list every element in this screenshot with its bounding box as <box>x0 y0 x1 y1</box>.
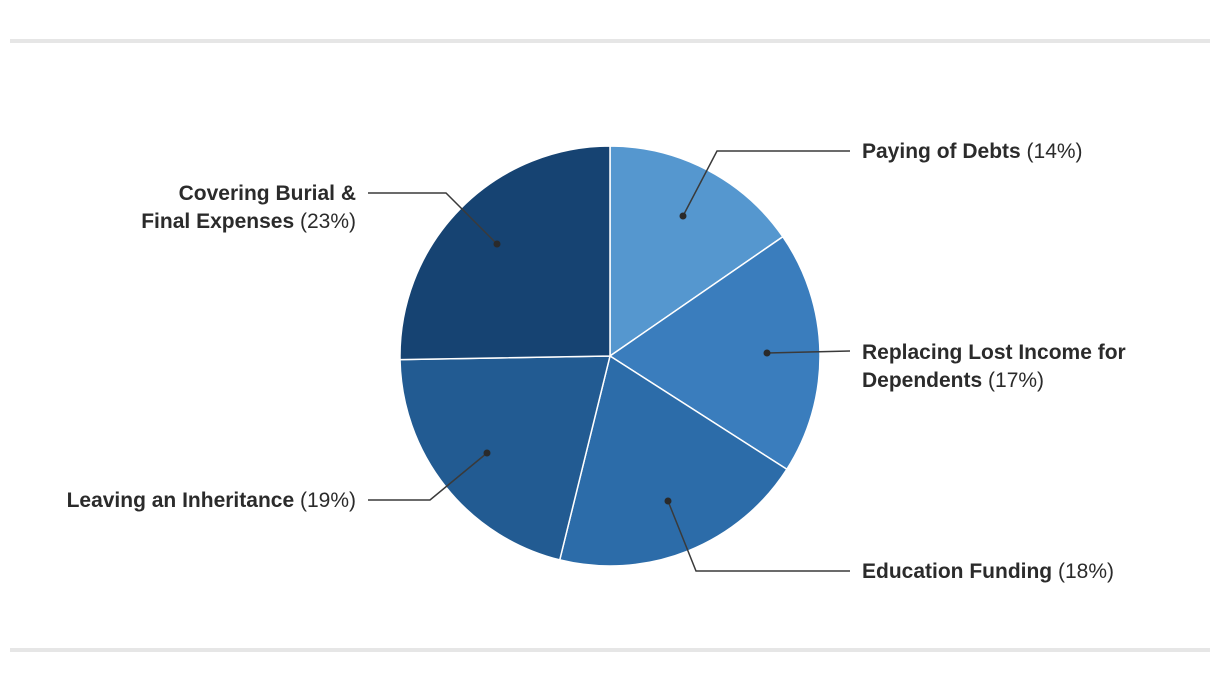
slice-label: Leaving an Inheritance (19%) <box>67 489 356 512</box>
leader-line <box>682 150 850 217</box>
slice-label-name: Final Expenses <box>141 210 294 233</box>
slice-label: Replacing Lost Income for <box>862 341 1126 364</box>
slice-label-name: Replacing Lost Income for <box>862 341 1126 364</box>
leader-dot <box>483 449 491 457</box>
pie-slices <box>399 145 821 567</box>
leader-lines <box>368 150 851 572</box>
slice-label-name: Leaving an Inheritance <box>67 489 295 512</box>
leader-line <box>667 500 850 572</box>
slice-label: Paying of Debts (14%) <box>862 140 1083 163</box>
top-divider <box>10 39 1210 43</box>
slice-label-percent: (23%) <box>294 210 356 233</box>
leader-dot <box>763 349 771 357</box>
slice-label-percent: (17%) <box>982 369 1044 392</box>
leader-line <box>766 350 851 354</box>
slice-label-percent: (18%) <box>1052 560 1114 583</box>
slice-label: Final Expenses (23%) <box>141 210 356 233</box>
slice-label-name: Paying of Debts <box>862 140 1021 163</box>
leader-dot <box>493 240 501 248</box>
slice-label: Dependents (17%) <box>862 369 1044 392</box>
slice-label-name: Education Funding <box>862 560 1052 583</box>
leader-line <box>368 452 488 501</box>
leader-dot <box>679 212 687 220</box>
bottom-divider <box>10 648 1210 652</box>
slice-label-name: Dependents <box>862 369 982 392</box>
slice-label-name: Covering Burial & <box>179 182 356 205</box>
slice-labels: Paying of Debts (14%) Replacing Lost Inco… <box>67 140 1126 583</box>
pie-slice <box>399 145 611 361</box>
slice-label: Education Funding (18%) <box>862 560 1114 583</box>
leader-dot <box>664 497 672 505</box>
slice-label-percent: (19%) <box>294 489 356 512</box>
slice-label: Covering Burial & <box>179 182 356 205</box>
leader-line <box>368 192 498 245</box>
slice-label-percent: (14%) <box>1021 140 1083 163</box>
